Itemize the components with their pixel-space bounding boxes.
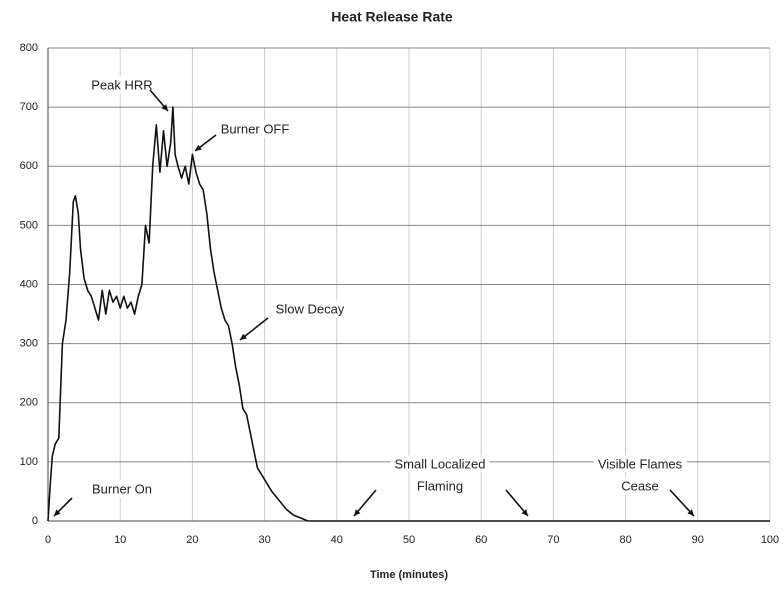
arrow-head	[521, 509, 528, 516]
x-tick-label: 70	[547, 534, 559, 546]
y-tick-label: 400	[20, 278, 38, 290]
y-tick-label: 0	[32, 515, 38, 527]
chart-title: Heat Release Rate	[331, 9, 453, 25]
x-axis-label: Time (minutes)	[370, 569, 448, 581]
data-line	[47, 106, 770, 522]
y-tick-label: 300	[20, 338, 38, 350]
x-tick-label: 90	[692, 534, 704, 546]
arrow-head	[161, 104, 168, 111]
x-tick-label: 60	[475, 534, 487, 546]
annotation-bg	[271, 300, 349, 318]
annotation: Visible Flames	[598, 456, 683, 471]
arrow-head	[687, 509, 694, 516]
annotation: Slow Decay	[276, 301, 345, 316]
y-tick-label: 200	[20, 397, 38, 409]
annotation-bg	[216, 120, 294, 138]
annotation-bg	[88, 480, 156, 498]
y-tick-label: 700	[20, 101, 38, 113]
annotation-bg	[593, 455, 687, 473]
arrow-head	[240, 333, 247, 340]
arrow-head	[195, 144, 202, 151]
x-tick-label: 30	[258, 534, 270, 546]
x-tick-label: 10	[114, 534, 126, 546]
annotation: Flaming	[417, 478, 463, 493]
annotation-bg	[617, 477, 663, 495]
arrow-head	[354, 509, 361, 516]
x-tick-label: 50	[403, 534, 415, 546]
y-tick-label: 100	[20, 456, 38, 468]
x-tick-label: 80	[619, 534, 631, 546]
annotation: Small Localized	[394, 456, 485, 471]
annotation-bg	[87, 76, 157, 94]
arrow-head	[54, 509, 61, 516]
annotation: Burner OFF	[221, 121, 290, 136]
annotation: Peak HRR	[91, 77, 152, 92]
x-tick-label: 20	[186, 534, 198, 546]
annotation-bg	[412, 477, 468, 495]
annotation-bg	[390, 455, 490, 473]
y-tick-label: 500	[20, 219, 38, 231]
y-tick-label: 800	[20, 42, 38, 54]
annotation: Cease	[621, 478, 659, 493]
x-tick-label: 40	[331, 534, 343, 546]
annotation: Burner On	[92, 481, 152, 496]
x-tick-label: 0	[45, 534, 51, 546]
x-tick-label: 100	[761, 534, 779, 546]
y-tick-label: 600	[20, 160, 38, 172]
